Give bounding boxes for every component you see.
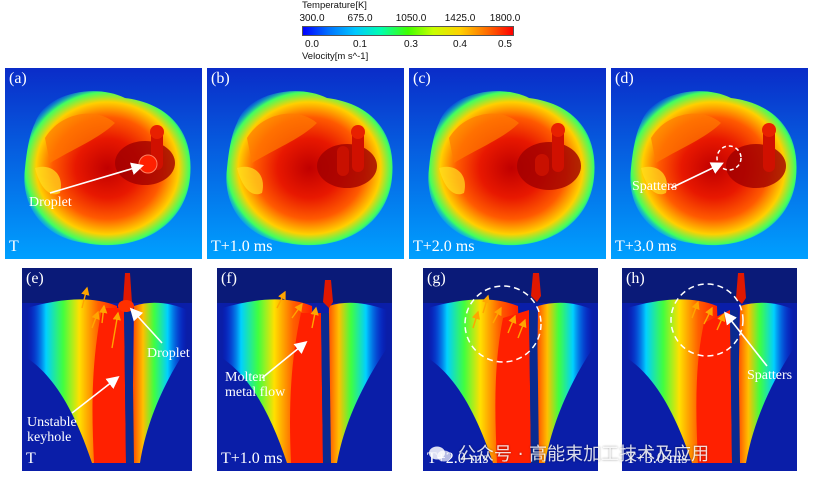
panel-f: (f) Molten metal flow T+1.0 ms bbox=[217, 268, 392, 471]
time-label: T+1.0 ms bbox=[211, 238, 273, 255]
panel-label: (b) bbox=[211, 70, 230, 87]
panel-label: (e) bbox=[26, 270, 44, 287]
panel-label: (d) bbox=[615, 70, 634, 87]
watermark-text: 公众号 · 高能束加工技术及应用 bbox=[458, 444, 710, 465]
temperature-ticks: 300.0 675.0 1050.0 1425.0 1800.0 bbox=[298, 13, 521, 25]
panel-h: (h) Spatters T+3.0 ms bbox=[622, 268, 797, 471]
temp-tick: 1050.0 bbox=[395, 13, 427, 24]
wechat-icon bbox=[428, 445, 452, 463]
panel-e: (e) Droplet Unstable keyhole T bbox=[22, 268, 192, 471]
spatters-label: Spatters bbox=[632, 179, 678, 194]
time-label: T+3.0 ms bbox=[626, 450, 688, 467]
annot-line: metal flow bbox=[225, 385, 286, 400]
panel-label: (a) bbox=[9, 70, 27, 87]
vel-tick: 0.5 bbox=[498, 39, 512, 50]
annot-line: Unstable bbox=[27, 415, 77, 430]
time-label: T+1.0 ms bbox=[221, 450, 283, 467]
vel-tick: 0.1 bbox=[353, 39, 367, 50]
panel-label: (c) bbox=[413, 70, 431, 87]
color-legend: Temperature[K] 300.0 675.0 1050.0 1425.0… bbox=[298, 0, 521, 64]
panel-label: (f) bbox=[221, 270, 237, 287]
time-label: T+2.0 ms bbox=[413, 238, 475, 255]
panel-c: (c) T+2.0 ms bbox=[409, 68, 606, 259]
watermark: 公众号 · 高能束加工技术及应用 bbox=[428, 440, 813, 468]
vel-tick: 0.4 bbox=[453, 39, 467, 50]
temp-tick: 1425.0 bbox=[444, 13, 476, 24]
unstable-keyhole-label: Unstable keyhole bbox=[27, 415, 77, 445]
droplet-label: Droplet bbox=[147, 346, 190, 361]
temp-tick: 1800.0 bbox=[489, 13, 521, 24]
temp-tick: 300.0 bbox=[299, 13, 325, 24]
molten-metal-flow-label: Molten metal flow bbox=[225, 370, 285, 400]
time-label: T bbox=[26, 450, 36, 467]
color-scale-bar bbox=[302, 26, 514, 36]
velocity-title: Velocity[m s^-1] bbox=[302, 51, 369, 62]
panel-label: (h) bbox=[626, 270, 645, 287]
temp-tick: 675.0 bbox=[347, 13, 373, 24]
vel-tick: 0.3 bbox=[404, 39, 418, 50]
vel-tick: 0.0 bbox=[305, 39, 319, 50]
panel-d: (d) Spatters T+3.0 ms bbox=[611, 68, 808, 259]
velocity-ticks: 0.0 0.1 0.3 0.4 0.5 bbox=[298, 39, 518, 51]
panel-a: (a) Droplet T bbox=[5, 68, 202, 259]
time-label: T+3.0 ms bbox=[615, 238, 677, 255]
panel-b: (b) T+1.0 ms bbox=[207, 68, 404, 259]
droplet-label: Droplet bbox=[29, 195, 72, 210]
annot-line: Molten bbox=[225, 370, 266, 385]
annot-line: keyhole bbox=[27, 430, 72, 445]
time-label: T bbox=[9, 238, 19, 255]
spatters-label: Spatters bbox=[747, 368, 793, 383]
panel-g: (g) T+2.0 ms bbox=[423, 268, 598, 471]
panel-label: (g) bbox=[427, 270, 446, 287]
temperature-title: Temperature[K] bbox=[302, 0, 367, 11]
